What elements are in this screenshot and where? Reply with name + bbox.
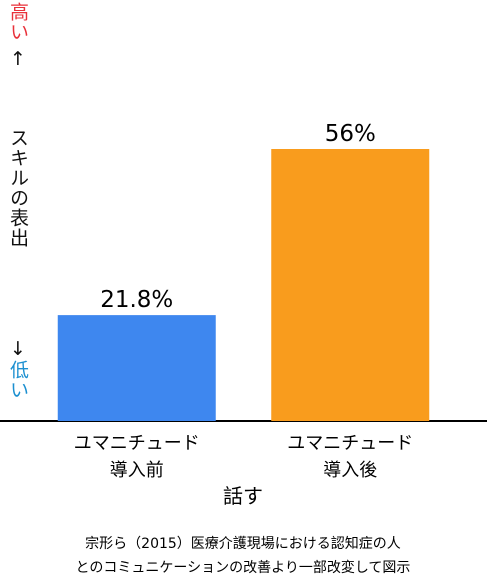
caption: 宗形ら（2015）医療介護現場における認知症の人 — [85, 535, 401, 552]
axis-label: スキルの表出 — [7, 128, 29, 248]
x-tick-label: ユマニチュード導入前 — [74, 433, 200, 481]
axis-high: 高い — [7, 2, 29, 42]
bar — [57, 315, 216, 421]
axis-low: 低い — [7, 360, 29, 400]
value-label: 56% — [325, 121, 376, 147]
caption: とのコミュニケーションの改善より一部改変して図示 — [76, 559, 411, 576]
axis-up-arrow: ↑ — [7, 48, 29, 71]
x-tick-label: ユマニチュード導入後 — [287, 433, 413, 481]
bar — [271, 149, 430, 421]
axis-down-arrow: ↓ — [7, 338, 29, 361]
value-label: 21.8% — [100, 287, 173, 313]
x-label: 話す — [223, 484, 263, 508]
